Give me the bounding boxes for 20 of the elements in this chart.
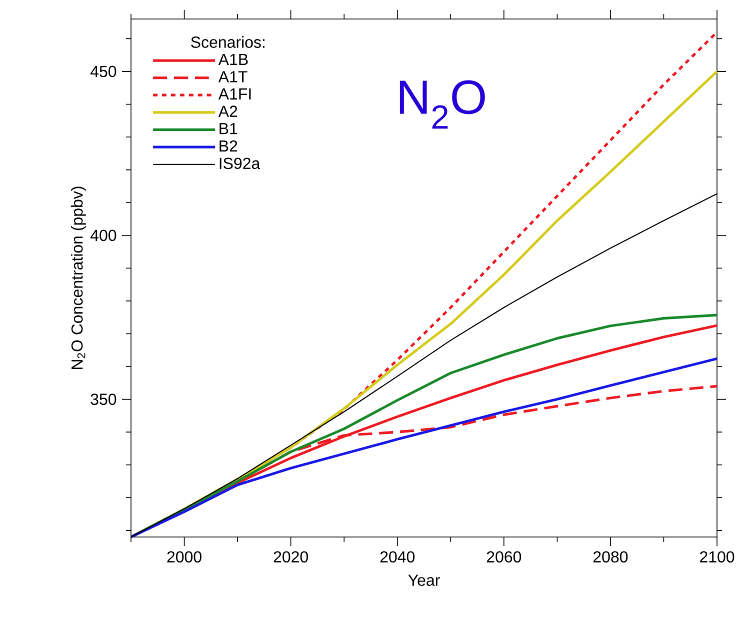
- legend-label: A2: [218, 106, 238, 117]
- legend-label: A1B: [218, 54, 248, 65]
- legend-label: B2: [220, 140, 238, 152]
- legend-label: B1: [220, 123, 238, 134]
- annotation: N$_{2}$O: [400, 80, 485, 129]
- y-tick-label: 450: [90, 66, 116, 78]
- y-tick-label: 400: [90, 230, 116, 242]
- legend-label: IS92a: [220, 158, 260, 170]
- x-tick-label: 2040: [380, 551, 415, 563]
- legend-title: Scenarios:: [191, 36, 264, 48]
- x-tick-label: 2100: [700, 551, 734, 563]
- y-axis-title: N$_{2}$O Concentration (ppbv): [70, 186, 86, 369]
- x-tick-label: 2020: [274, 551, 308, 563]
- y-tick-label: 350: [90, 394, 116, 405]
- x-tick-label: 2000: [167, 551, 202, 563]
- x-axis-title: Year: [408, 574, 440, 586]
- legend-label: A1FI: [218, 88, 251, 100]
- x-tick-label: 2080: [593, 551, 628, 563]
- legend-label: A1T: [218, 71, 248, 82]
- x-tick-label: 2060: [486, 551, 522, 563]
